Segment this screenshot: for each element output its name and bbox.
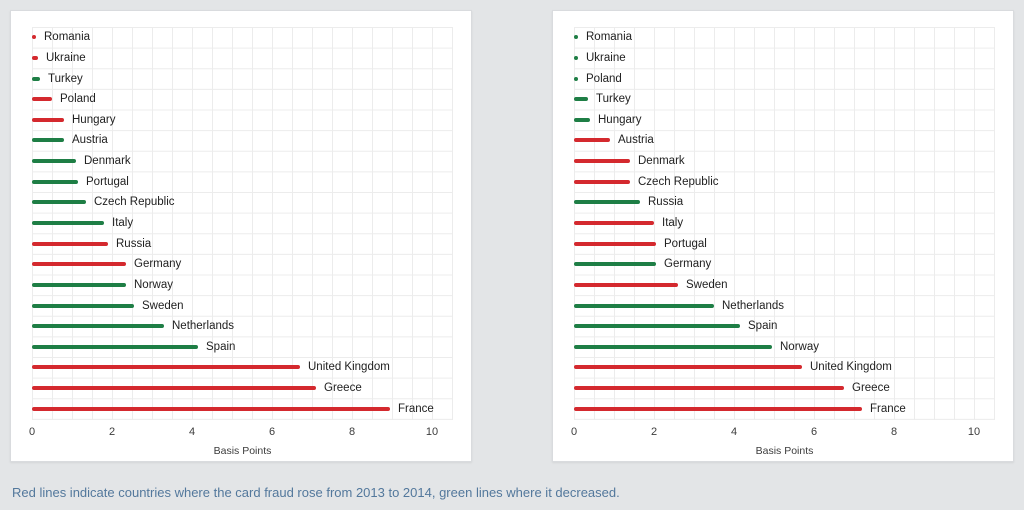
label-france: France bbox=[398, 402, 434, 415]
label-austria: Austria bbox=[618, 134, 654, 147]
label-united-kingdom: United Kingdom bbox=[308, 361, 390, 374]
line-greece bbox=[32, 386, 316, 391]
line-germany bbox=[32, 262, 126, 267]
label-greece: Greece bbox=[324, 382, 362, 395]
line-united-kingdom bbox=[32, 365, 300, 370]
line-hungary bbox=[32, 117, 64, 122]
line-france bbox=[32, 406, 390, 411]
line-sweden bbox=[32, 303, 134, 308]
label-denmark: Denmark bbox=[638, 155, 685, 168]
line-ukraine bbox=[32, 55, 38, 60]
label-norway: Norway bbox=[134, 278, 173, 291]
label-portugal: Portugal bbox=[664, 237, 707, 250]
x-tick-8: 8 bbox=[348, 426, 356, 438]
line-poland bbox=[574, 76, 578, 81]
line-netherlands bbox=[574, 303, 714, 308]
label-poland: Poland bbox=[60, 93, 96, 106]
label-russia: Russia bbox=[648, 196, 684, 209]
x-tick-6: 6 bbox=[268, 426, 276, 438]
label-romania: Romania bbox=[586, 31, 633, 44]
label-hungary: Hungary bbox=[598, 113, 642, 126]
line-turkey bbox=[32, 76, 40, 81]
label-united-kingdom: United Kingdom bbox=[810, 361, 892, 374]
label-germany: Germany bbox=[134, 258, 182, 271]
x-tick-2: 2 bbox=[108, 426, 116, 438]
line-austria bbox=[32, 138, 64, 143]
label-germany: Germany bbox=[664, 258, 712, 271]
chart-caption: Red lines indicate countries where the c… bbox=[12, 485, 620, 500]
line-romania bbox=[574, 35, 578, 40]
label-spain: Spain bbox=[748, 320, 778, 333]
line-norway bbox=[32, 282, 126, 287]
label-poland: Poland bbox=[586, 72, 622, 85]
label-sweden: Sweden bbox=[142, 299, 184, 312]
line-austria bbox=[574, 138, 610, 143]
x-tick-4: 4 bbox=[188, 426, 196, 438]
x-tick-10: 10 bbox=[967, 426, 981, 438]
line-portugal bbox=[32, 179, 78, 184]
label-austria: Austria bbox=[72, 134, 108, 147]
label-spain: Spain bbox=[206, 340, 236, 353]
line-netherlands bbox=[32, 324, 164, 329]
label-france: France bbox=[870, 402, 906, 415]
x-tick-0: 0 bbox=[28, 426, 36, 438]
line-spain bbox=[574, 324, 740, 329]
line-spain bbox=[32, 344, 198, 349]
label-greece: Greece bbox=[852, 382, 890, 395]
label-portugal: Portugal bbox=[86, 175, 129, 188]
label-czech-republic: Czech Republic bbox=[94, 196, 175, 209]
line-russia bbox=[32, 241, 108, 246]
label-turkey: Turkey bbox=[48, 72, 83, 85]
line-denmark bbox=[32, 159, 76, 164]
line-italy bbox=[32, 221, 104, 225]
x-axis-title-right: Basis Points bbox=[755, 445, 814, 457]
label-italy: Italy bbox=[662, 217, 684, 229]
label-netherlands: Netherlands bbox=[172, 320, 235, 333]
line-poland bbox=[32, 97, 52, 102]
line-russia bbox=[574, 200, 640, 205]
label-russia: Russia bbox=[116, 237, 152, 250]
line-ukraine bbox=[574, 55, 578, 60]
line-hungary bbox=[574, 117, 590, 122]
x-tick-8: 8 bbox=[890, 426, 898, 438]
line-greece bbox=[574, 386, 844, 391]
line-sweden bbox=[574, 282, 678, 287]
label-italy: Italy bbox=[112, 217, 134, 229]
line-portugal bbox=[574, 241, 656, 246]
x-tick-0: 0 bbox=[570, 426, 578, 438]
line-romania bbox=[32, 35, 36, 40]
line-czech-republic bbox=[32, 200, 86, 205]
label-sweden: Sweden bbox=[686, 278, 728, 291]
label-denmark: Denmark bbox=[84, 155, 131, 168]
label-ukraine: Ukraine bbox=[46, 51, 86, 64]
label-ukraine: Ukraine bbox=[586, 51, 626, 64]
label-hungary: Hungary bbox=[72, 113, 116, 126]
line-czech-republic bbox=[574, 179, 630, 184]
x-tick-4: 4 bbox=[730, 426, 738, 438]
line-united-kingdom bbox=[574, 365, 802, 370]
x-tick-10: 10 bbox=[425, 426, 439, 438]
line-norway bbox=[574, 344, 772, 349]
line-denmark bbox=[574, 159, 630, 164]
x-tick-2: 2 bbox=[650, 426, 658, 438]
label-norway: Norway bbox=[780, 340, 819, 353]
label-czech-republic: Czech Republic bbox=[638, 175, 719, 188]
line-italy bbox=[574, 221, 654, 225]
x-axis-title-left: Basis Points bbox=[213, 445, 272, 457]
chart-panel-right: Romania Ukraine Poland Turkey Hungary Austria… bbox=[552, 10, 1014, 462]
line-france bbox=[574, 406, 862, 411]
label-romania: Romania bbox=[44, 31, 91, 44]
plot-grid-right: Romania Ukraine Poland Turkey Hungary Austria… bbox=[571, 27, 995, 438]
chart-panel-left: Romania Ukraine Turkey Poland Hungary Austria… bbox=[10, 10, 472, 462]
line-germany bbox=[574, 262, 656, 267]
label-turkey: Turkey bbox=[596, 93, 631, 106]
line-turkey bbox=[574, 97, 588, 102]
x-tick-6: 6 bbox=[810, 426, 818, 438]
label-netherlands: Netherlands bbox=[722, 299, 785, 312]
plot-grid-left: Romania Ukraine Turkey Poland Hungary Austria… bbox=[29, 27, 453, 438]
